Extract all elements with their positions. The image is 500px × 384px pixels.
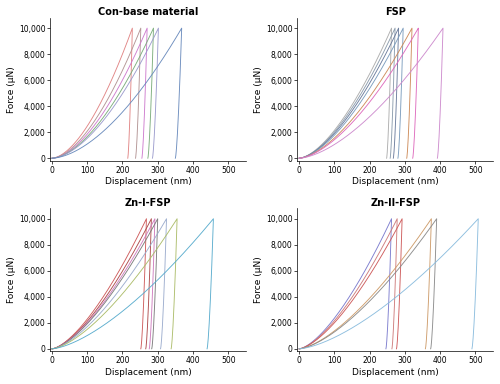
- X-axis label: Displacement (nm): Displacement (nm): [352, 368, 438, 377]
- X-axis label: Displacement (nm): Displacement (nm): [104, 368, 192, 377]
- Title: Con-base material: Con-base material: [98, 7, 198, 17]
- Y-axis label: Force (μN): Force (μN): [254, 66, 263, 113]
- Y-axis label: Force (μN): Force (μN): [7, 257, 16, 303]
- Y-axis label: Force (μN): Force (μN): [7, 66, 16, 113]
- X-axis label: Displacement (nm): Displacement (nm): [352, 177, 438, 187]
- Y-axis label: Force (μN): Force (μN): [254, 257, 263, 303]
- Title: Zn-I-FSP: Zn-I-FSP: [125, 197, 172, 208]
- Title: Zn-II-FSP: Zn-II-FSP: [370, 197, 420, 208]
- Title: FSP: FSP: [385, 7, 406, 17]
- X-axis label: Displacement (nm): Displacement (nm): [104, 177, 192, 187]
